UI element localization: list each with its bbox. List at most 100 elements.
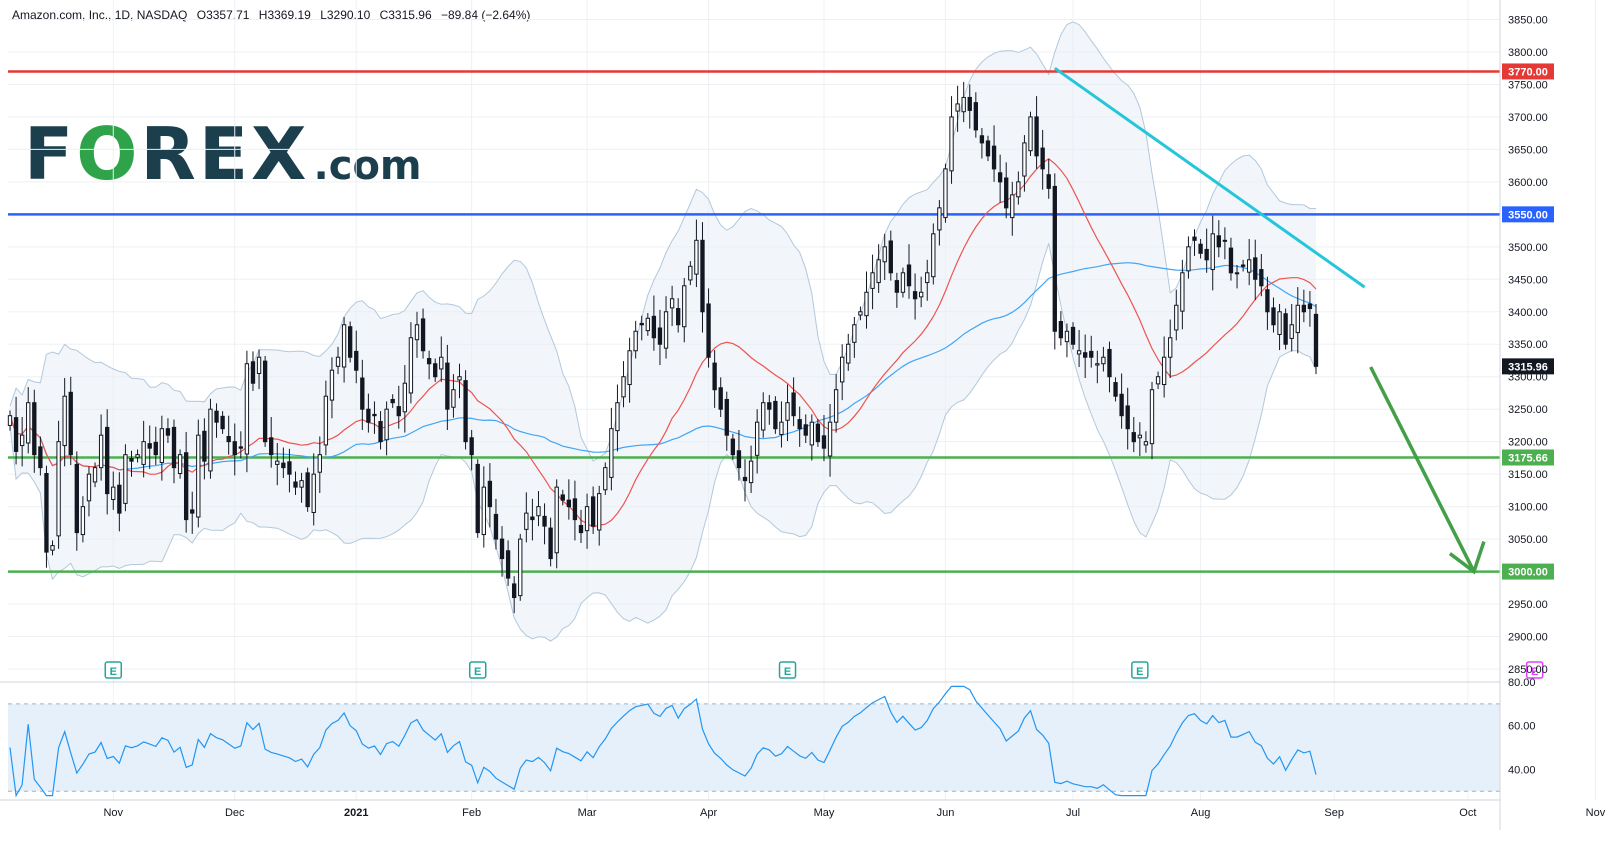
candle-body xyxy=(493,513,499,540)
candle-body xyxy=(311,473,316,513)
candle-body xyxy=(475,463,480,534)
candle-body xyxy=(1040,147,1045,170)
bollinger-upper-line xyxy=(9,21,1317,462)
candle-body xyxy=(153,441,158,456)
candle-body xyxy=(809,421,814,446)
candle-body xyxy=(1155,376,1161,385)
candle-body xyxy=(967,96,972,111)
candle-body xyxy=(293,481,298,488)
candle-body xyxy=(147,443,152,449)
price-tick-label: 3200.00 xyxy=(1508,437,1548,449)
rsi-tick-label: 60.00 xyxy=(1508,721,1536,733)
candle-body xyxy=(797,419,802,430)
price-tick-label: 3650.00 xyxy=(1508,144,1548,156)
candle-body xyxy=(275,460,280,465)
candle-body xyxy=(1070,326,1076,345)
candle-body xyxy=(250,361,256,384)
candle-body xyxy=(833,389,839,423)
symbol-title: Amazon.com, Inc., 1D, NASDAQ xyxy=(12,8,188,22)
time-tick-label: 2021 xyxy=(344,807,368,819)
price-tick-label: 2850.00 xyxy=(1508,664,1548,676)
candle-body xyxy=(32,402,37,456)
candle-body xyxy=(426,358,432,365)
candle-body xyxy=(512,583,517,599)
candle-body xyxy=(7,415,13,426)
candle-body xyxy=(378,421,383,443)
candle-body xyxy=(341,324,347,368)
candle-body xyxy=(1052,185,1057,332)
level-tag-bg xyxy=(1502,63,1554,80)
candle-body xyxy=(1149,389,1155,445)
candle-body xyxy=(1210,233,1215,271)
candle-body xyxy=(736,450,742,469)
candle-body xyxy=(827,421,833,457)
price-tick-label: 3300.00 xyxy=(1508,372,1548,384)
candle-body xyxy=(105,426,110,495)
candle-body xyxy=(1253,257,1258,280)
candle-body xyxy=(92,467,98,483)
candle-body xyxy=(852,324,857,343)
candle-body xyxy=(335,356,341,367)
candle-body xyxy=(767,402,772,410)
candle-body xyxy=(1101,356,1106,365)
last-price-tag: 3315.96 xyxy=(1502,358,1554,375)
candle-body xyxy=(44,473,49,553)
candle-body xyxy=(1119,393,1124,417)
earnings-badge xyxy=(104,661,123,679)
candle-body xyxy=(171,426,177,469)
candle-body xyxy=(354,350,359,371)
candle-body xyxy=(560,494,565,501)
time-tick-label: Apr xyxy=(700,807,717,819)
level-price-tag: 3175.66 xyxy=(1502,449,1554,466)
candle-body xyxy=(244,363,250,455)
price-tick-label: 3800.00 xyxy=(1508,47,1548,59)
level-tag-text: 3000.00 xyxy=(1508,567,1548,579)
candle-body xyxy=(846,343,851,364)
candle-body xyxy=(949,116,954,172)
candle-body xyxy=(402,382,408,413)
candle-body xyxy=(1283,313,1288,345)
candle-body xyxy=(530,516,535,521)
candle-body xyxy=(1204,248,1209,261)
candle-body xyxy=(1301,304,1307,313)
price-tick-label: 3850.00 xyxy=(1508,14,1548,26)
candle-body xyxy=(439,356,444,370)
candle-body xyxy=(712,362,717,391)
candle-body xyxy=(694,239,699,275)
candle-body xyxy=(56,441,61,537)
price-tick-label: 3050.00 xyxy=(1508,534,1548,546)
candle-body xyxy=(536,506,541,517)
time-tick-label: Feb xyxy=(462,807,481,819)
price-tick-label: 3750.00 xyxy=(1508,79,1548,91)
level-tag-bg xyxy=(1502,563,1554,580)
earnings-marker: E xyxy=(778,661,797,679)
candle-body xyxy=(669,298,675,309)
candle-body xyxy=(840,356,845,383)
candle-body xyxy=(26,402,31,444)
time-tick-label: Oct xyxy=(1459,807,1476,819)
level-tag-text: 3175.66 xyxy=(1508,452,1548,464)
candle-body xyxy=(627,350,632,386)
candle-body xyxy=(524,512,529,530)
candle-body xyxy=(1107,348,1112,378)
candle-body xyxy=(220,415,225,430)
candle-body xyxy=(487,480,493,508)
candle-body xyxy=(821,435,827,449)
rsi-tick-label: 80.00 xyxy=(1508,677,1536,689)
ohlc-open: O3357.71 xyxy=(196,8,250,22)
candle-body xyxy=(1186,246,1191,272)
candle-body xyxy=(518,538,523,597)
candle-body xyxy=(1089,350,1094,358)
candle-body xyxy=(62,395,67,447)
candle-body xyxy=(499,538,505,560)
candle-body xyxy=(226,435,231,443)
candle-body xyxy=(1058,321,1064,339)
candle-body xyxy=(323,395,329,446)
candle-body xyxy=(688,265,693,281)
price-tick-label: 3700.00 xyxy=(1508,112,1548,124)
earnings-marker: E xyxy=(468,661,487,679)
candle-body xyxy=(1307,303,1313,310)
candle-body xyxy=(718,387,723,410)
candle-body xyxy=(645,317,650,332)
